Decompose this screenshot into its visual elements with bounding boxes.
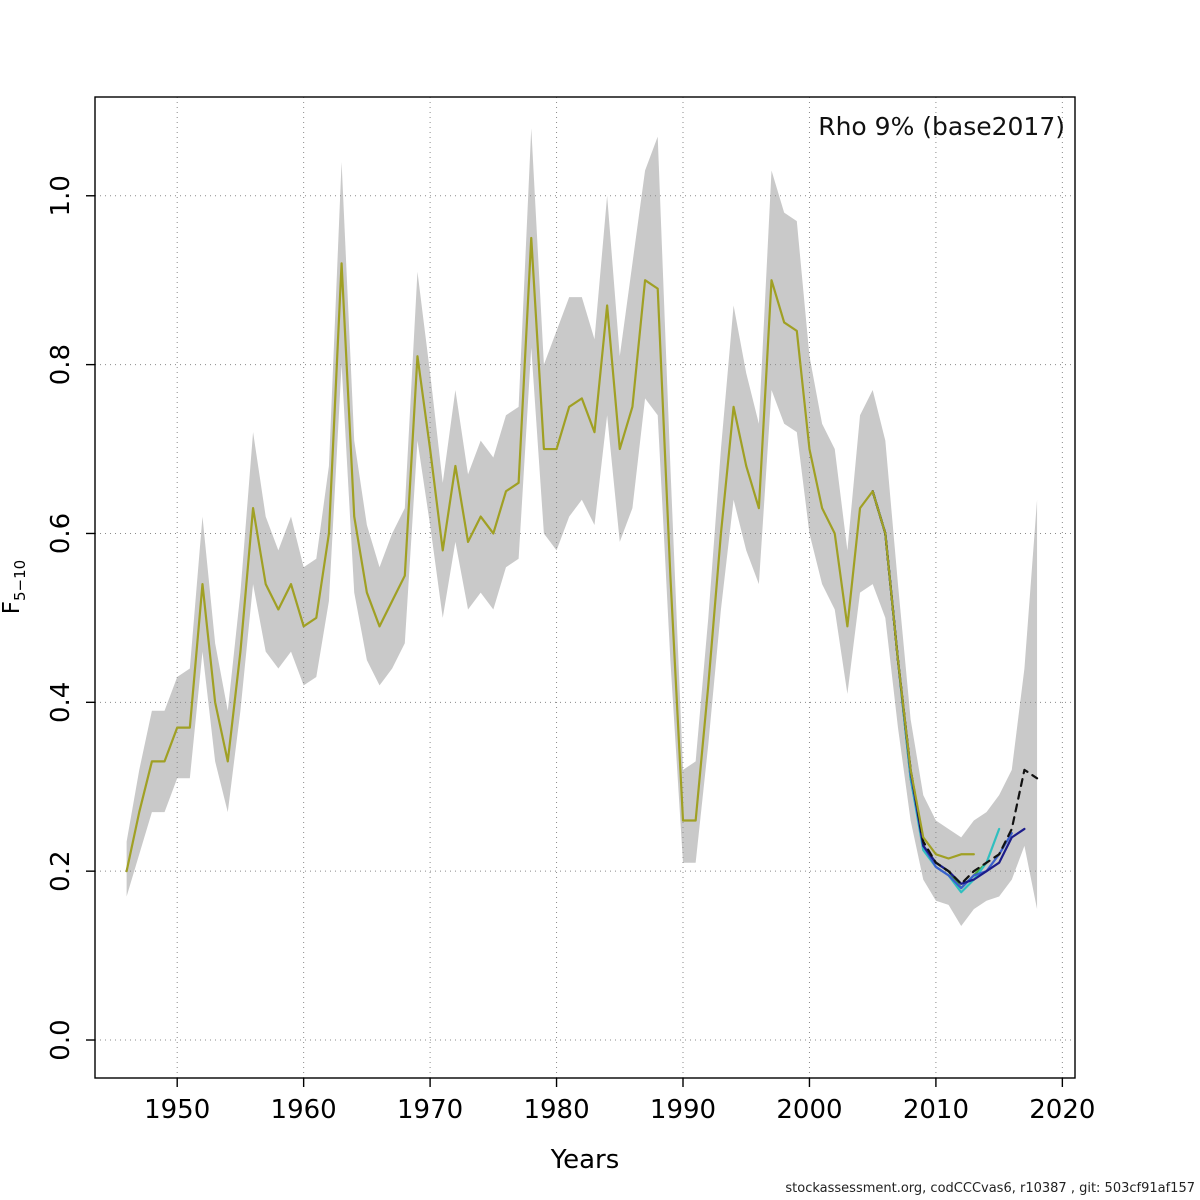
- y-tick-label: 0.2: [46, 850, 76, 891]
- y-tick-label: 0.4: [46, 682, 76, 723]
- x-axis-label: Years: [550, 1145, 620, 1175]
- x-tick-label: 1960: [271, 1095, 337, 1125]
- y-tick-label: 0.6: [46, 513, 76, 554]
- x-tick-label: 2020: [1029, 1095, 1095, 1125]
- footer-provenance-text: stockassessment.org, codCCCvas6, r10387 …: [785, 1181, 1195, 1196]
- x-tick-label: 1970: [397, 1095, 463, 1125]
- y-tick-label: 0.0: [46, 1019, 76, 1060]
- plot-annotation-rho: Rho 9% (base2017): [818, 112, 1065, 141]
- confidence-band: [126, 128, 1038, 927]
- x-tick-label: 2010: [903, 1095, 969, 1125]
- x-tick-label: 1980: [523, 1095, 589, 1125]
- series-line-base-olive: [125, 236, 975, 873]
- x-tick-label: 2000: [776, 1095, 842, 1125]
- y-tick-label: 1.0: [46, 175, 76, 216]
- y-axis-label-subscript: 5−10: [10, 559, 29, 601]
- y-axis-label: F5−10: [0, 560, 29, 614]
- x-tick-label: 1990: [650, 1095, 716, 1125]
- y-axis-label-base: F: [0, 600, 26, 615]
- plot-border: [94, 96, 1076, 1079]
- x-tick-label: 1950: [144, 1095, 210, 1125]
- y-tick-label: 0.8: [46, 344, 76, 385]
